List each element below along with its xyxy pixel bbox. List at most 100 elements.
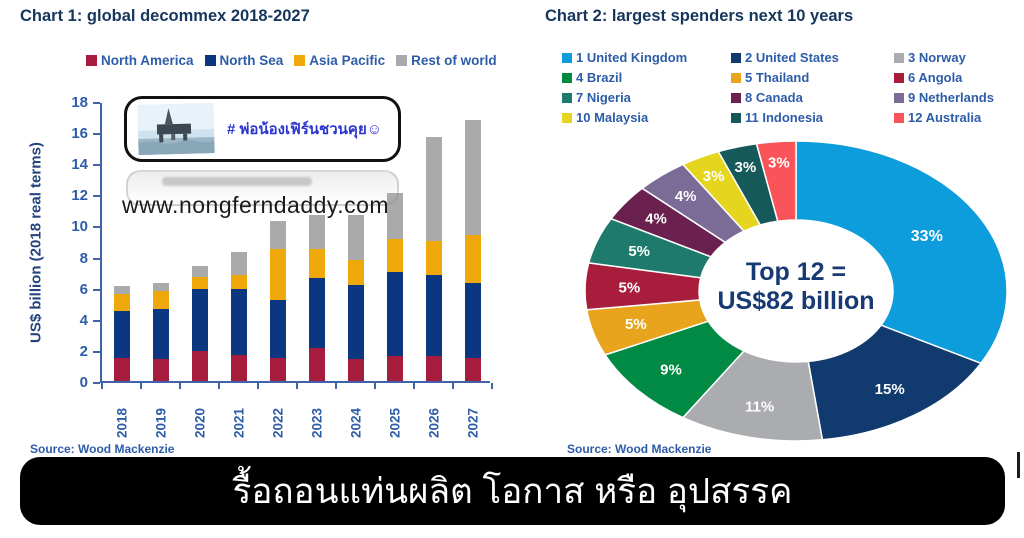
legend-label: 9 Netherlands <box>908 90 994 105</box>
legend-item-brazil: 4 Brazil <box>562 70 731 85</box>
center-label-line1: Top 12 = <box>746 258 846 286</box>
donut-label-netherlands: 4% <box>675 188 697 205</box>
bar-segment-north-america <box>152 359 169 381</box>
legend-item-north-sea: North Sea <box>204 53 284 68</box>
stacked-bar-2024 <box>347 214 364 381</box>
bar-segment-north-sea <box>308 278 325 349</box>
y-tick-label: 16 <box>71 125 88 143</box>
legend-item-indonesia: 11 Indonesia <box>731 110 894 125</box>
legend-label: North Sea <box>219 53 284 68</box>
bar-segment-north-sea <box>425 275 442 357</box>
chart2-source: Source: Wood Mackenzie <box>567 442 712 456</box>
center-label-line2: US$82 billion <box>718 287 875 315</box>
donut-label-united-kingdom: 33% <box>911 228 943 245</box>
bar-segment-asia-pacific <box>191 276 208 290</box>
bar-segment-asia-pacific <box>386 239 403 273</box>
legend-item-australia: 12 Australia <box>894 110 1022 125</box>
bar-segment-north-sea <box>347 284 364 360</box>
legend-label: 6 Angola <box>908 70 963 85</box>
chart1-legend: North America North Sea Asia Pacific Rest o… <box>86 53 497 68</box>
bar-segment-asia-pacific <box>308 248 325 279</box>
legend-item-rest-of-world: Rest of world <box>396 53 497 68</box>
legend-swatch <box>894 92 904 103</box>
legend-label: 10 Malaysia <box>576 110 649 125</box>
stray-cursor-mark <box>1017 452 1020 478</box>
x-tick <box>101 383 103 389</box>
y-tick-label: 2 <box>79 342 88 360</box>
legend-label: 4 Brazil <box>576 70 623 85</box>
stacked-bar-2019 <box>152 283 169 381</box>
banner-text: รื้อถอนแท่นผลิต โอกาส หรือ อุปสรรค <box>232 471 793 511</box>
x-tick <box>179 383 181 389</box>
y-tick-label: 18 <box>71 94 88 111</box>
legend-swatch <box>731 112 741 123</box>
chart1-title: Chart 1: global decommex 2018-2027 <box>20 7 310 25</box>
x-tick <box>257 383 259 389</box>
x-tick <box>296 383 298 389</box>
y-tick <box>93 257 100 260</box>
bar-segment-north-america <box>308 348 325 381</box>
donut-label-angola: 5% <box>619 279 641 296</box>
legend-item-thailand: 5 Thailand <box>731 70 894 85</box>
badge-reflection <box>126 170 399 206</box>
oil-platform-photo <box>134 100 218 158</box>
y-tick <box>93 164 100 167</box>
legend-swatch <box>731 92 741 103</box>
legend-swatch <box>731 72 741 83</box>
y-tick-label: 10 <box>71 218 88 236</box>
chart2-donut: 33% 15% 11% 9% 5% 5% 5% 4% 4% 3% 3% 3% Top 12 = US$82… <box>583 139 1009 443</box>
legend-swatch <box>562 92 572 103</box>
legend-swatch <box>562 72 572 83</box>
y-tick <box>93 319 100 322</box>
stacked-bar-2021 <box>230 251 247 381</box>
legend-item-angola: 6 Angola <box>894 70 1022 85</box>
watermark-url: www.nongferndaddy.com <box>122 192 390 218</box>
legend-label: 12 Australia <box>908 110 982 125</box>
legend-swatch <box>86 55 97 66</box>
y-tick-label: 0 <box>79 374 88 391</box>
legend-swatch <box>731 52 741 63</box>
x-tick <box>452 383 454 389</box>
donut-label-canada: 4% <box>645 211 667 228</box>
y-tick <box>93 350 100 353</box>
donut-label-australia: 3% <box>768 155 790 172</box>
legend-swatch <box>562 112 572 123</box>
bar-segment-north-america <box>113 357 130 381</box>
y-tick-label: 6 <box>79 280 88 298</box>
y-tick <box>93 195 100 198</box>
legend-item-asia-pacific: Asia Pacific <box>294 53 385 68</box>
legend-item-canada: 8 Canada <box>731 90 894 105</box>
donut-label-nigeria: 5% <box>628 243 650 260</box>
bar-segment-north-sea <box>152 309 169 360</box>
x-tick-label-2020: 2020 <box>192 407 207 438</box>
y-tick <box>93 288 100 291</box>
legend-label: Asia Pacific <box>309 53 386 68</box>
x-tick-label-2026: 2026 <box>426 407 441 438</box>
y-tick-label: 14 <box>71 156 88 174</box>
badge-caption: # พ่อน้องเฟิร์นชวนคุย☺ <box>227 121 383 138</box>
donut-slice-united-states <box>807 324 983 441</box>
y-tick <box>93 133 100 136</box>
bar-segment-north-sea <box>230 289 247 355</box>
x-tick-label-2023: 2023 <box>309 407 324 438</box>
x-tick-label-2021: 2021 <box>231 407 246 438</box>
stacked-bar-2018 <box>113 286 130 381</box>
bar-segment-north-america <box>269 357 286 381</box>
legend-item-netherlands: 9 Netherlands <box>894 90 1022 105</box>
legend-swatch <box>894 72 904 83</box>
bar-segment-rest-of-world <box>230 251 247 276</box>
legend-label: 11 Indonesia <box>745 110 824 125</box>
y-tick <box>93 382 100 384</box>
bar-segment-north-america <box>191 351 208 381</box>
x-tick-label-2027: 2027 <box>465 407 480 438</box>
stacked-bar-2026 <box>425 136 442 381</box>
x-tick-label-2019: 2019 <box>153 407 168 438</box>
bar-segment-north-america <box>386 356 403 381</box>
bar-segment-asia-pacific <box>269 248 286 301</box>
bar-segment-north-america <box>347 359 364 381</box>
legend-swatch <box>562 52 572 63</box>
legend-label: 8 Canada <box>745 90 803 105</box>
legend-label: 1 United Kingdom <box>576 50 688 65</box>
legend-item-norway: 3 Norway <box>894 50 1022 65</box>
stacked-bar-2023 <box>308 214 325 381</box>
